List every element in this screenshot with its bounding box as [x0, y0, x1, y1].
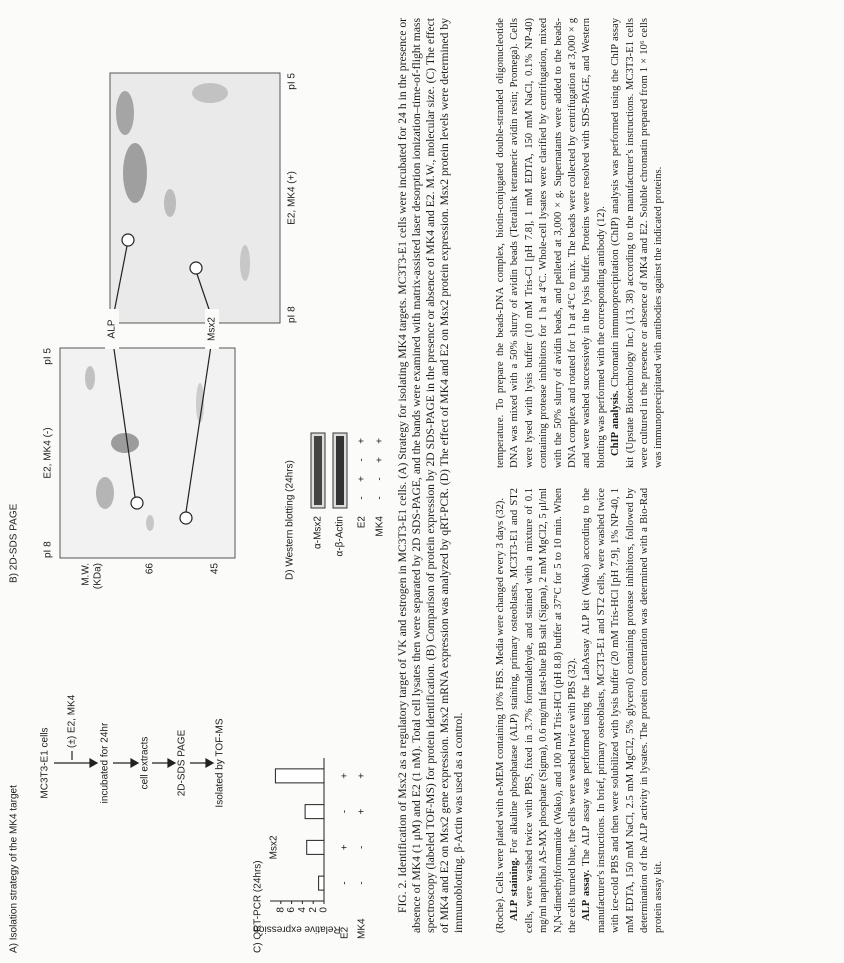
gel-spot: [85, 366, 95, 390]
row-sign: +: [357, 476, 368, 482]
spot-circle: [122, 234, 134, 246]
paragraph: (Roche). Cells were plated with α-MEM co…: [494, 488, 508, 933]
run-in-head: ALP assay.: [581, 870, 592, 921]
y-tick-label: 4: [297, 907, 308, 913]
paragraph-text: The ALP assay was performed using the La…: [581, 488, 664, 933]
run-in-head: ALP staining.: [509, 858, 520, 921]
bar: [275, 769, 324, 783]
paragraph: ChIP analysis. Chromatin immunoprecipita…: [609, 18, 667, 468]
panel-title: D) Western blotting (24hrs): [285, 460, 296, 580]
paragraph: ALP assay. The ALP assay was performed u…: [580, 488, 666, 933]
figure-caption: FIG. 2. Identification of Msx2 as a regu…: [396, 18, 466, 933]
row-sign: -: [375, 496, 386, 499]
blot-band: [314, 436, 322, 505]
series-label: Msx2: [269, 835, 280, 859]
gel-right: pI 5: [287, 73, 298, 90]
row-sign: +: [357, 438, 368, 444]
page: A) Isolation strategy of the MK4 target …: [0, 0, 844, 963]
mw-label: (KDa): [93, 563, 104, 589]
panel-title: A) Isolation strategy of the MK4 target: [9, 785, 20, 953]
row-sign: +: [375, 457, 386, 463]
gel-spot: [123, 143, 147, 203]
gel-spot: [240, 245, 250, 281]
gel-spot: [192, 83, 228, 103]
flow-treatment: (±) E2, MK4: [67, 694, 78, 748]
text-column: temperature. To prepare the beads-DNA co…: [494, 18, 844, 468]
flow-step: Isolated by TOF-MS: [215, 718, 226, 807]
gel-spot: [164, 189, 176, 217]
arrow-head: [131, 759, 138, 767]
panel-title: C) QRT-PCR (24hrs): [253, 860, 264, 953]
row-sign: -: [357, 881, 368, 884]
mw-label: M.W.: [81, 563, 92, 586]
y-tick-label: 2: [308, 907, 319, 913]
figure: A) Isolation strategy of the MK4 target …: [0, 0, 392, 963]
gel-label: E2, MK4 (-): [43, 427, 54, 478]
row-label: MK4: [375, 516, 386, 537]
bar: [307, 840, 324, 854]
spot-circle: [180, 512, 192, 524]
gel-spot: [116, 91, 134, 135]
row-sign: -: [340, 810, 351, 813]
mw-mark: 66: [145, 563, 156, 575]
bar: [305, 805, 324, 819]
row-sign: -: [357, 458, 368, 461]
paragraph: temperature. To prepare the beads-DNA co…: [494, 18, 609, 468]
bar: [319, 876, 324, 890]
rotated-page: A) Isolation strategy of the MK4 target …: [0, 0, 844, 963]
panel-title: B) 2D-SDS PAGE: [9, 503, 20, 583]
spot-annotation: Msx2: [207, 317, 218, 341]
spot-circle: [131, 497, 143, 509]
gel-left: pI 8: [287, 306, 298, 323]
row-label: MK4: [357, 918, 368, 939]
flow-step: cell extracts: [140, 737, 151, 790]
flow-step: 2D-SDS PAGE: [177, 729, 188, 796]
run-in-head: ChIP analysis.: [610, 390, 621, 456]
spot-annotation: ALP: [107, 319, 118, 338]
blot-label: α-Msx2: [313, 516, 324, 549]
blot-band: [336, 436, 344, 505]
mw-mark: 45: [210, 563, 221, 575]
y-tick-label: 0: [319, 907, 330, 913]
caption-label: FIG. 2.: [396, 880, 409, 913]
flow-arrows: [54, 751, 213, 767]
row-sign: -: [340, 881, 351, 884]
row-sign: +: [357, 809, 368, 815]
blot-images: [311, 433, 347, 508]
row-sign: +: [340, 773, 351, 779]
row-label: E2: [340, 926, 351, 939]
row-sign: +: [340, 844, 351, 850]
paragraph-text: (Roche). Cells were plated with α-MEM co…: [495, 498, 506, 933]
gel-spot: [111, 433, 139, 453]
paragraph: ALP staining. For alkaline phosphatase (…: [508, 488, 580, 933]
gel-right: pI 5: [43, 348, 54, 365]
gel-label: E2, MK4 (+): [287, 171, 298, 225]
caption-text: Identification of Msx2 as a regulatory t…: [396, 18, 465, 933]
gel-left: pI 8: [43, 541, 54, 558]
y-axis-label: Relative expression: [253, 923, 340, 934]
arrow-head: [206, 759, 213, 767]
flow-step: incubated for 24hr: [100, 722, 111, 803]
gel-images: [60, 73, 280, 558]
text-column: (Roche). Cells were plated with α-MEM co…: [494, 488, 844, 933]
blot-label: α-β-Actin: [335, 516, 346, 556]
arrow-head: [168, 759, 175, 767]
row-sign: -: [375, 477, 386, 480]
row-label: E2: [357, 516, 368, 529]
spot-circle: [190, 262, 202, 274]
paragraph-text: temperature. To prepare the beads-DNA co…: [495, 18, 607, 468]
y-tick-label: 8: [275, 907, 286, 913]
row-sign: +: [357, 773, 368, 779]
gel-spot: [96, 477, 114, 509]
row-sign: +: [375, 438, 386, 444]
arrow-head: [90, 759, 97, 767]
gel-spot: [146, 515, 154, 531]
y-tick-label: 6: [286, 907, 297, 913]
flow-start: MC3T3-E1 cells: [40, 727, 51, 798]
row-sign: -: [357, 496, 368, 499]
row-sign: -: [357, 846, 368, 849]
